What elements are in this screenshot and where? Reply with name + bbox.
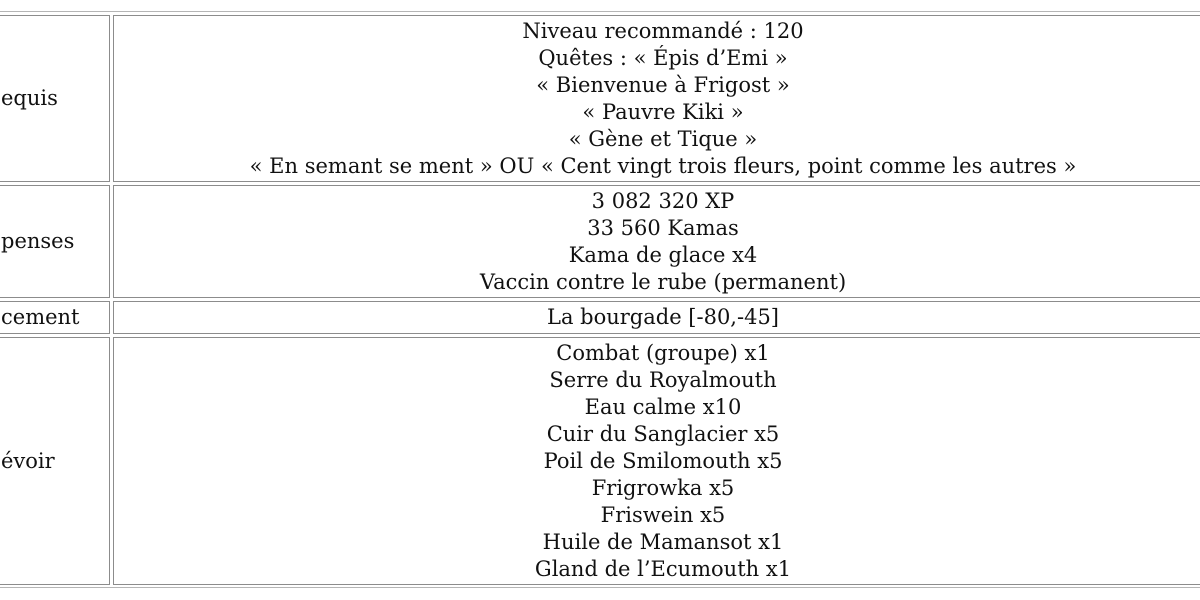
value-line: 33 560 Kamas [587,215,739,240]
table-frame [0,11,1200,588]
value-line: Frigrowka x5 [591,475,735,500]
row-label-cell: penses [0,185,110,298]
value-line: Gland de l’Ecumouth x1 [534,556,792,581]
row-label: penses [1,229,75,253]
value-line: Quêtes : « Épis d’Emi » [538,45,788,70]
value-line: « En semant se ment » OU « Cent vingt tr… [249,153,1077,178]
value-line: Combat (groupe) x1 [556,340,770,365]
value-line: « Bienvenue à Frigost » [536,72,790,97]
row-label-cell: cement [0,301,110,334]
value-line: La bourgade [-80,-45] [547,305,779,329]
row-label-cell: equis [0,15,110,182]
row-label: évoir [1,448,55,473]
value-line: Cuir du Sanglacier x5 [546,421,780,446]
row-value-cell: Niveau recommandé : 120 Quêtes : « Épis d… [113,15,1200,182]
row-value-cell: La bourgade [-80,-45] [113,301,1200,334]
value-line: Serre du Royalmouth [549,367,777,392]
row-label: equis [1,86,58,110]
value-line: « Pauvre Kiki » [582,99,744,124]
value-line: Poil de Smilomouth x5 [543,448,783,473]
row-value-cell: 3 082 320 XP 33 560 Kamas Kama de glace x4… [113,185,1200,298]
value-line: Eau calme x10 [584,394,742,419]
row-value-cell: Combat (groupe) x1 Serre du Royalmouth Eau… [113,337,1200,585]
row-label: cement [1,305,80,329]
value-line: Vaccin contre le rube (permanent) [479,269,847,294]
value-line: Huile de Mamansot x1 [542,529,784,554]
value-line: Kama de glace x4 [568,242,758,267]
value-line: « Gène et Tique » [568,126,758,151]
value-line: Niveau recommandé : 120 [522,18,804,43]
value-line: Friswein x5 [600,502,726,527]
value-line: 3 082 320 XP [591,188,735,213]
row-label-cell: évoir [0,337,110,585]
